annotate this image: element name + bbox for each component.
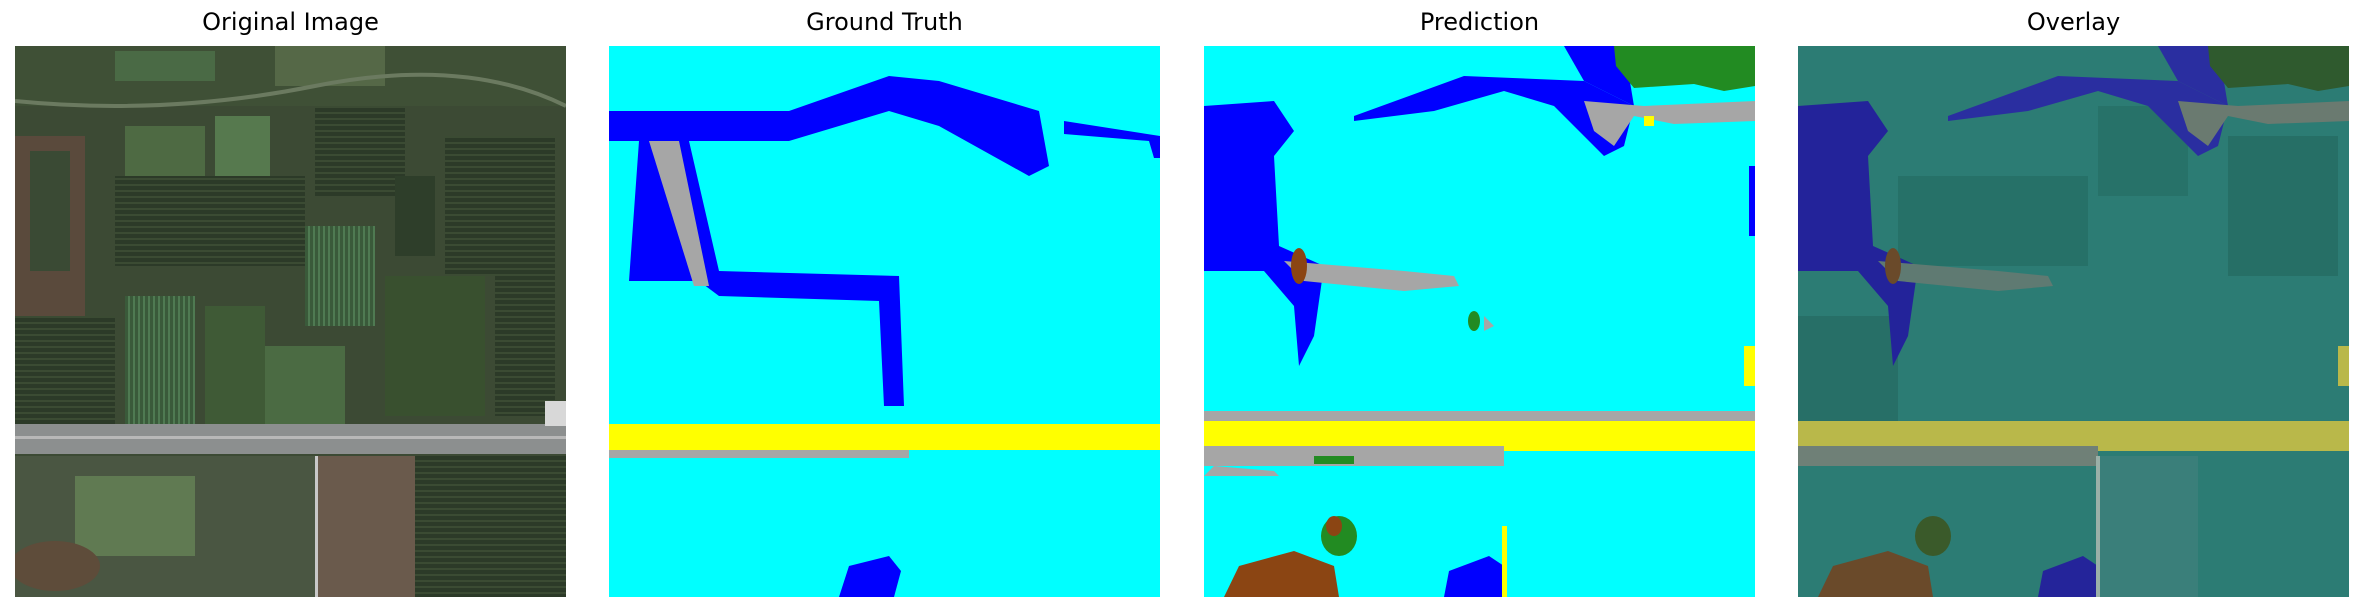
overlay-image — [1798, 46, 2349, 597]
prediction-mask — [1204, 46, 1755, 597]
ground-truth-mask — [609, 46, 1160, 597]
panel-title-original: Original Image — [202, 8, 379, 36]
panel-overlay: Overlay — [1798, 0, 2349, 611]
panel-title-overlay: Overlay — [2026, 8, 2121, 36]
panel-title-ground-truth: Ground Truth — [806, 8, 963, 36]
panel-original-image: Original Image — [15, 0, 566, 611]
original-image — [15, 46, 566, 597]
panel-title-prediction: Prediction — [1419, 8, 1540, 36]
panel-prediction: Prediction — [1204, 0, 1755, 611]
panel-ground-truth: Ground Truth — [609, 0, 1160, 611]
